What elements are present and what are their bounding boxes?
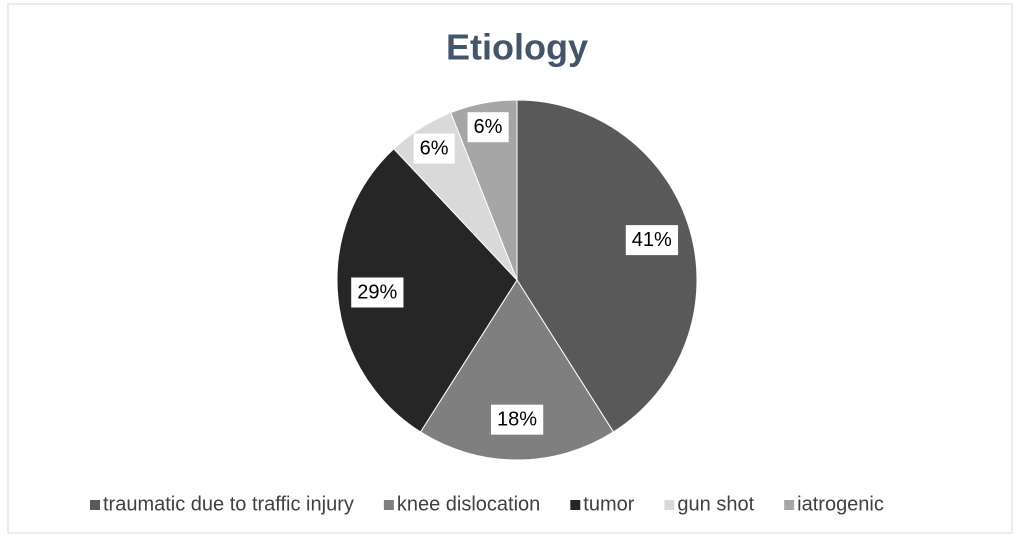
legend-swatch <box>570 500 581 510</box>
legend-label: knee dislocation <box>397 493 540 515</box>
data-label: 18% <box>497 409 537 431</box>
pie-slice <box>419 279 615 461</box>
data-label-box <box>351 277 404 308</box>
data-label: 6% <box>474 116 503 138</box>
data-label-box <box>467 112 509 143</box>
legend-label: iatrogenic <box>797 493 884 515</box>
legend-swatch <box>664 500 675 510</box>
chart-title: Etiology <box>446 27 588 68</box>
legend-swatch <box>383 500 394 510</box>
data-label: 41% <box>632 229 672 251</box>
legend-label: gun shot <box>677 493 754 515</box>
data-label-box <box>413 133 455 164</box>
pie-slice <box>516 99 698 433</box>
data-label-box <box>625 225 679 256</box>
data-label: 6% <box>420 138 449 160</box>
legend-swatch <box>90 500 100 510</box>
legend-swatch <box>784 500 795 510</box>
legend-label: traumatic due to traffic injury <box>103 493 354 515</box>
data-label-box <box>490 404 544 435</box>
pie-slice <box>336 148 518 433</box>
data-label: 29% <box>357 281 397 303</box>
legend-label: tumor <box>583 493 634 515</box>
pie-slice <box>450 99 518 281</box>
